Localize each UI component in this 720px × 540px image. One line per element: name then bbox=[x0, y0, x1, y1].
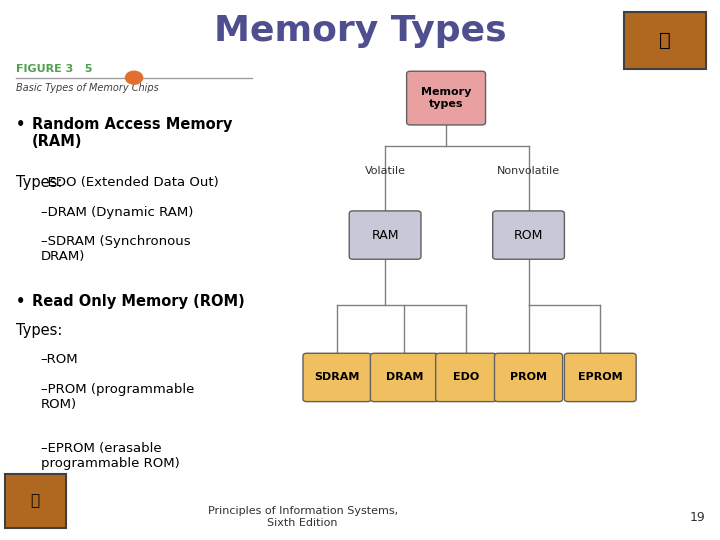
Text: •: • bbox=[16, 117, 25, 132]
Text: •: • bbox=[16, 294, 25, 309]
Text: SDRAM: SDRAM bbox=[315, 373, 360, 382]
Text: 🌳: 🌳 bbox=[659, 31, 671, 50]
Text: –EPROM (erasable
programmable ROM): –EPROM (erasable programmable ROM) bbox=[41, 442, 179, 470]
Text: DRAM: DRAM bbox=[386, 373, 423, 382]
Text: ROM: ROM bbox=[514, 228, 543, 241]
Text: Volatile: Volatile bbox=[364, 166, 405, 176]
FancyBboxPatch shape bbox=[624, 12, 706, 69]
FancyBboxPatch shape bbox=[492, 211, 564, 259]
FancyBboxPatch shape bbox=[495, 353, 562, 402]
FancyBboxPatch shape bbox=[349, 211, 421, 259]
Text: RAM: RAM bbox=[372, 228, 399, 241]
Text: –ROM: –ROM bbox=[41, 353, 78, 366]
Text: Memory Types: Memory Types bbox=[214, 14, 506, 48]
Text: –SDRAM (Synchronous
DRAM): –SDRAM (Synchronous DRAM) bbox=[41, 235, 191, 263]
Text: –EDO (Extended Data Out): –EDO (Extended Data Out) bbox=[41, 176, 219, 189]
FancyBboxPatch shape bbox=[407, 71, 485, 125]
Text: –DRAM (Dynamic RAM): –DRAM (Dynamic RAM) bbox=[41, 206, 193, 219]
FancyBboxPatch shape bbox=[436, 353, 497, 402]
Text: Basic Types of Memory Chips: Basic Types of Memory Chips bbox=[16, 83, 158, 93]
Text: PROM: PROM bbox=[510, 373, 547, 382]
FancyBboxPatch shape bbox=[564, 353, 636, 402]
Text: Nonvolatile: Nonvolatile bbox=[497, 166, 560, 176]
FancyBboxPatch shape bbox=[303, 353, 371, 402]
Text: –PROM (programmable
ROM): –PROM (programmable ROM) bbox=[41, 383, 194, 411]
Text: Random Access Memory
(RAM): Random Access Memory (RAM) bbox=[32, 117, 232, 149]
Text: Memory
types: Memory types bbox=[421, 87, 472, 109]
FancyBboxPatch shape bbox=[5, 474, 66, 528]
FancyBboxPatch shape bbox=[370, 353, 438, 402]
Text: Read Only Memory (ROM): Read Only Memory (ROM) bbox=[32, 294, 244, 309]
Text: Principles of Information Systems,
Sixth Edition: Principles of Information Systems, Sixth… bbox=[207, 507, 397, 528]
Text: 19: 19 bbox=[689, 511, 705, 524]
Text: 🌳: 🌳 bbox=[30, 494, 40, 509]
Circle shape bbox=[125, 71, 143, 84]
Text: EDO: EDO bbox=[453, 373, 480, 382]
Text: EPROM: EPROM bbox=[578, 373, 623, 382]
Text: Types:: Types: bbox=[16, 322, 62, 338]
Text: FIGURE 3   5: FIGURE 3 5 bbox=[16, 64, 92, 73]
Text: Types:: Types: bbox=[16, 175, 62, 190]
